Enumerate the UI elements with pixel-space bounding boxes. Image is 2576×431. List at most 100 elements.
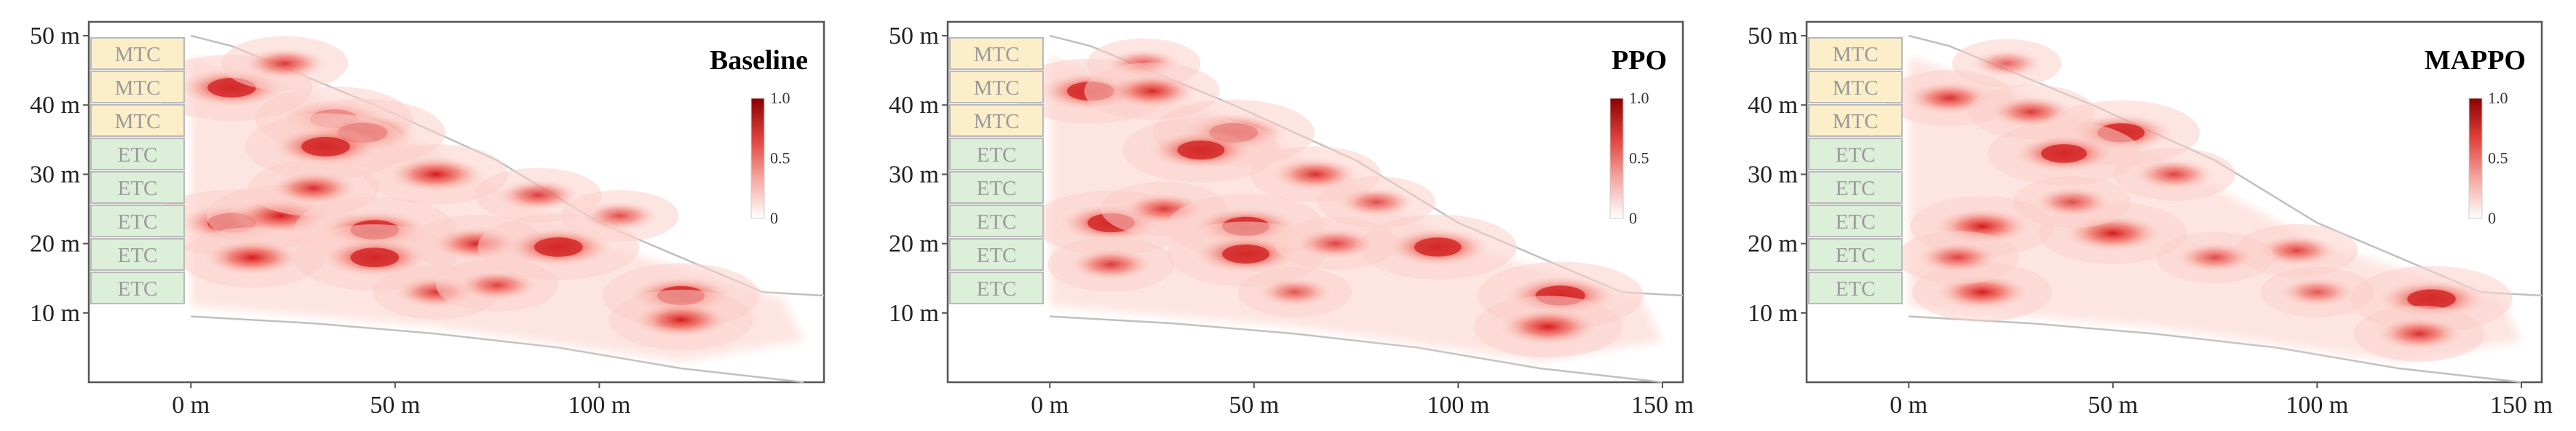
zone-label-4: ETC — [1836, 177, 1876, 200]
zone-label-0: MTC — [115, 43, 161, 66]
colorbar — [1609, 98, 1624, 219]
hotspot-1 — [242, 47, 328, 80]
hotspot-14 — [1917, 242, 1999, 274]
colorbar — [2468, 98, 2483, 219]
hotspot-layer — [151, 36, 760, 350]
slope-base-line — [191, 315, 804, 384]
zone-box-7 — [90, 272, 185, 304]
y-tick-label: 10 m — [889, 300, 939, 327]
hotspot-11 — [2375, 317, 2463, 350]
hotspot-core — [2041, 144, 2087, 163]
zone-label-2: MTC — [115, 110, 161, 133]
heatmap-panel-ppo: MTC MTC MTC ETC ETC ETC ETC ETC 10 m 20 m 30 m 40 m… — [859, 0, 1714, 431]
y-tick-label: 20 m — [1748, 231, 1798, 258]
zone-label-4: ETC — [977, 177, 1017, 200]
chart-title: MAPPO — [2425, 45, 2526, 76]
hotspot-core — [534, 237, 583, 257]
hotspot-12 — [2176, 242, 2255, 273]
y-tick-label: 40 m — [30, 92, 80, 119]
zone-label-3: ETC — [1836, 143, 1876, 167]
zone-label-5: ETC — [118, 210, 158, 234]
hotspot-1 — [1970, 49, 2043, 78]
zone-box-0 — [949, 37, 1044, 70]
hotspot-5 — [387, 157, 484, 192]
y-tick-label: 50 m — [889, 23, 939, 50]
hotspot-13 — [2032, 186, 2112, 218]
hotspot-core — [1222, 244, 1270, 264]
zone-box-0 — [90, 37, 185, 70]
hotspot-14 — [633, 301, 729, 338]
hotspot-core — [1177, 141, 1225, 160]
x-tick-label: 0 m — [1890, 392, 1927, 419]
y-tick-label: 40 m — [889, 92, 939, 119]
y-tick-label: 20 m — [30, 231, 80, 258]
zone-label-7: ETC — [1836, 277, 1876, 301]
zone-box-7 — [949, 272, 1044, 304]
hotspot-18 — [269, 171, 357, 205]
hotspot-16 — [580, 200, 659, 232]
y-tick-label: 10 m — [1748, 300, 1798, 327]
zone-label-0: MTC — [974, 43, 1020, 66]
y-tick-label: 30 m — [889, 161, 939, 188]
heatmap-chart: MTC MTC MTC ETC ETC ETC ETC ETC 10 m 20 m 30 m 40 m… — [889, 20, 1694, 419]
zone-box-1 — [90, 71, 185, 103]
y-tick-label: 20 m — [889, 231, 939, 258]
hotspot-16 — [1256, 277, 1333, 307]
zone-label-2: MTC — [974, 110, 1020, 133]
zone-label-7: ETC — [118, 277, 158, 301]
zone-label-3: ETC — [977, 143, 1017, 167]
zone-box-7 — [1808, 272, 1903, 304]
hotspot-core — [301, 136, 350, 157]
x-tick-label: 100 m — [1427, 392, 1489, 419]
colorbar-tick-label: 0.5 — [2488, 149, 2508, 167]
heatmap-chart: MTC MTC MTC ETC ETC ETC ETC ETC 10 m 20 m 30 m 40 m… — [1748, 20, 2553, 419]
hotspot-layer — [1012, 38, 1644, 358]
zone-box-2 — [90, 104, 185, 137]
zone-box-2 — [949, 104, 1044, 137]
zone-label-6: ETC — [118, 244, 158, 267]
slope-base-line — [1050, 315, 1663, 384]
hotspot-15 — [1337, 186, 1416, 218]
y-tick-label: 10 m — [30, 300, 80, 327]
zone-box-1 — [949, 71, 1044, 103]
zone-box-3 — [90, 138, 185, 170]
zone-box-0 — [1808, 37, 1903, 70]
y-tick-label: 50 m — [1748, 23, 1798, 50]
colorbar-tick-label: 0 — [770, 209, 778, 227]
zone-label-7: ETC — [977, 277, 1017, 301]
zone-box-6 — [1808, 238, 1903, 271]
zone-box-4 — [90, 171, 185, 204]
zone-label-4: ETC — [118, 177, 158, 200]
hotspot-14 — [1069, 248, 1154, 281]
x-tick-label: 50 m — [370, 392, 420, 419]
heatmap-chart: MTC MTC MTC ETC ETC ETC ETC ETC 10 m 20 m 30 m 40 m… — [30, 20, 825, 419]
x-tick-label: 50 m — [2088, 392, 2138, 419]
y-tick-label: 50 m — [30, 23, 80, 50]
y-tick-label: 30 m — [1748, 161, 1798, 188]
x-tick-label: 0 m — [1031, 392, 1069, 419]
hotspot-19 — [456, 269, 539, 301]
x-tick-label: 150 m — [2490, 392, 2553, 419]
heatmap-panel-mappo: MTC MTC MTC ETC ETC ETC ETC ETC 10 m 20 m 30 m 40 m… — [1718, 0, 2573, 431]
hotspot-5 — [2133, 159, 2215, 190]
zone-label-6: ETC — [977, 244, 1017, 267]
zone-label-3: ETC — [118, 143, 158, 167]
zone-label-5: ETC — [977, 210, 1017, 234]
zone-box-6 — [949, 238, 1044, 271]
hotspot-15 — [2279, 277, 2355, 307]
heatmap-panel-baseline: MTC MTC MTC ETC ETC ETC ETC ETC 10 m 20 m 30 m 40 m… — [0, 0, 855, 431]
y-tick-label: 30 m — [30, 161, 80, 188]
colorbar-tick-label: 0.5 — [1629, 149, 1649, 167]
chart-title: PPO — [1612, 45, 1667, 76]
zone-label-1: MTC — [115, 76, 161, 100]
x-tick-label: 50 m — [1229, 392, 1279, 419]
hotspot-layer — [1884, 39, 2513, 362]
hotspot-core — [1414, 237, 1462, 257]
hotspot-9 — [2256, 234, 2338, 266]
colorbar-tick-label: 1.0 — [1629, 89, 1649, 107]
x-tick-label: 100 m — [568, 392, 630, 419]
colorbar-tick-label: 1.0 — [2488, 89, 2508, 107]
zone-label-1: MTC — [974, 76, 1020, 100]
hotspot-12 — [1498, 308, 1598, 345]
zone-label-6: ETC — [1836, 244, 1876, 267]
